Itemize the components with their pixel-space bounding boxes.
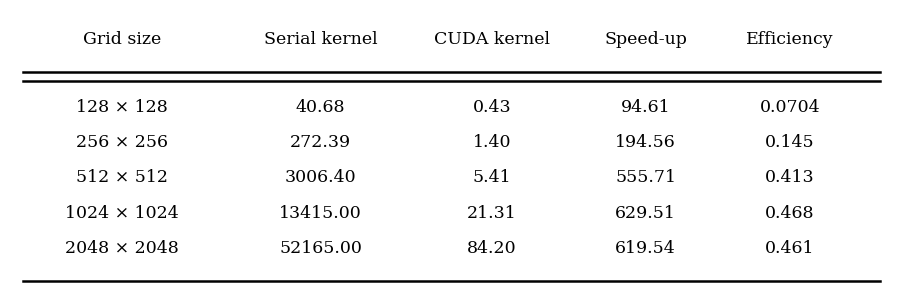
Text: 1.40: 1.40	[473, 134, 511, 151]
Text: 84.20: 84.20	[467, 240, 516, 257]
Text: 13415.00: 13415.00	[279, 205, 362, 222]
Text: 3006.40: 3006.40	[284, 169, 356, 186]
Text: 128 × 128: 128 × 128	[76, 99, 168, 116]
Text: Speed-up: Speed-up	[603, 31, 686, 48]
Text: 194.56: 194.56	[614, 134, 676, 151]
Text: 256 × 256: 256 × 256	[76, 134, 168, 151]
Text: 0.145: 0.145	[765, 134, 814, 151]
Text: Serial kernel: Serial kernel	[263, 31, 377, 48]
Text: Efficiency: Efficiency	[745, 31, 833, 48]
Text: 40.68: 40.68	[296, 99, 345, 116]
Text: 619.54: 619.54	[614, 240, 676, 257]
Text: 0.468: 0.468	[765, 205, 814, 222]
Text: 512 × 512: 512 × 512	[76, 169, 168, 186]
Text: 1024 × 1024: 1024 × 1024	[65, 205, 179, 222]
Text: 0.413: 0.413	[765, 169, 814, 186]
Text: Grid size: Grid size	[83, 31, 161, 48]
Text: 555.71: 555.71	[614, 169, 676, 186]
Text: CUDA kernel: CUDA kernel	[434, 31, 549, 48]
Text: 5.41: 5.41	[473, 169, 511, 186]
Text: 94.61: 94.61	[621, 99, 669, 116]
Text: 2048 × 2048: 2048 × 2048	[65, 240, 179, 257]
Text: 0.461: 0.461	[765, 240, 814, 257]
Text: 0.43: 0.43	[473, 99, 511, 116]
Text: 21.31: 21.31	[466, 205, 517, 222]
Text: 52165.00: 52165.00	[279, 240, 362, 257]
Text: 272.39: 272.39	[290, 134, 351, 151]
Text: 0.0704: 0.0704	[759, 99, 820, 116]
Text: 629.51: 629.51	[614, 205, 676, 222]
